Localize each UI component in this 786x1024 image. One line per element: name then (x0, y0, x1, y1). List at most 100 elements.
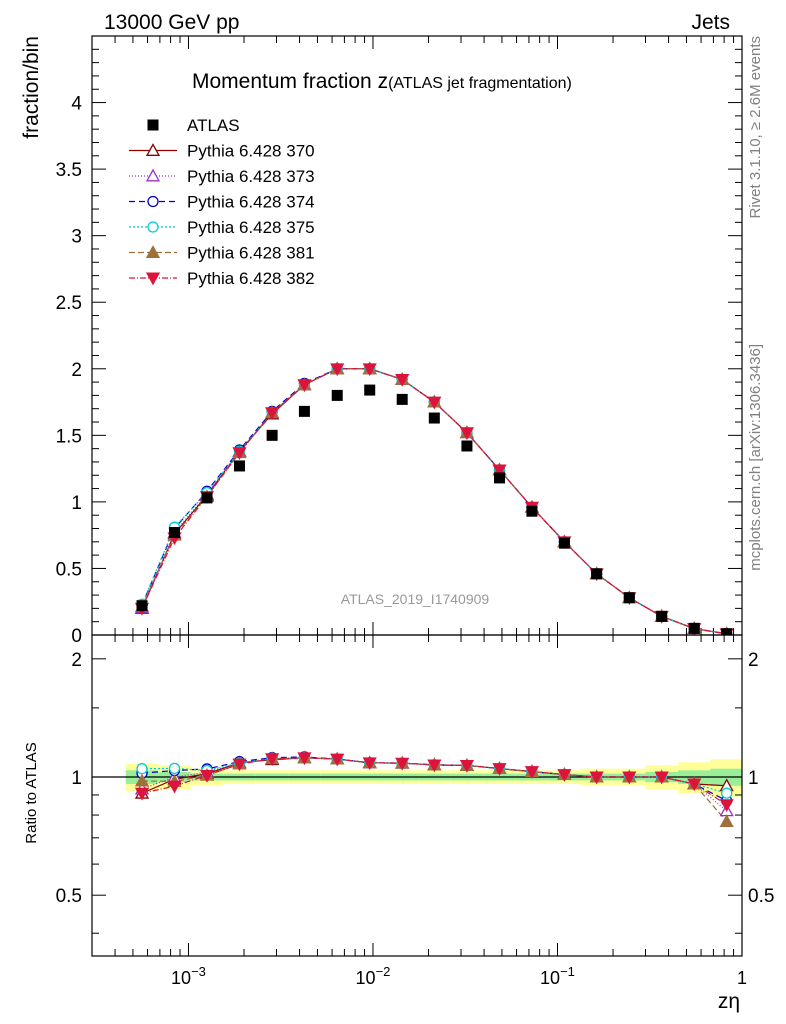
atlas-data-point (688, 622, 700, 634)
series-5-point (232, 447, 247, 460)
y-tick-label: 0 (71, 626, 82, 647)
legend-marker (147, 195, 159, 208)
rivet-version-label: Rivet 3.1.10, ≥ 2.6M events (747, 36, 764, 219)
mcplots-label: mcplots.cern.ch [arXiv:1306.3436] (747, 344, 764, 571)
series-5-ratio-point (719, 799, 734, 813)
legend-label: Pythia 6.428 381 (187, 244, 315, 263)
legend-item-series-2: Pythia 6.428 374 (129, 193, 315, 212)
atlas-data-point (266, 429, 278, 441)
y-tick-label: 2.5 (56, 293, 82, 314)
atlas-data-point (623, 592, 635, 604)
y-tick-label: 1 (71, 493, 82, 514)
legend-label: Pythia 6.428 370 (187, 142, 315, 161)
series-5-ratio-point (199, 769, 215, 783)
series-5-point (265, 407, 280, 421)
chart-title-main: Momentum fraction z(ATLAS jet fragmentat… (192, 70, 572, 93)
series-3-ratio-point (721, 787, 733, 799)
series-5-point (362, 363, 377, 377)
atlas-data-point (461, 440, 473, 452)
legend-marker (145, 168, 161, 182)
legend: ATLAS Pythia 6.428 370 Pythia 6.428 373 Pyt… (129, 116, 315, 288)
y-tick-label: 0.5 (56, 559, 82, 580)
atlas-data-point (298, 405, 310, 417)
ratio-y-tick-label: 1 (71, 768, 82, 789)
series-5-ratio-point (589, 771, 604, 785)
series-5-point (330, 363, 345, 377)
series-5-ratio-point (654, 771, 669, 785)
series-3-ratio-point (136, 763, 148, 775)
series-5-point (395, 373, 410, 387)
series-5-ratio-point (622, 771, 637, 785)
header-right: Jets (691, 11, 730, 34)
legend-item-series-4: Pythia 6.428 381 (129, 244, 315, 263)
series-4-ratio-point (134, 773, 150, 787)
x-tick-label-base: 10 (356, 968, 376, 988)
ratio-y-tick-label: 2 (71, 650, 82, 671)
legend-label: Pythia 6.428 374 (187, 193, 315, 212)
series-5-point (297, 379, 312, 393)
x-tick-label-exponent: −1 (560, 964, 575, 979)
y-tick-label: 1.5 (56, 426, 82, 447)
series-3-ratio-point (168, 762, 181, 775)
series-5-ratio-point (232, 758, 247, 772)
series-5-point (459, 427, 475, 441)
series-5-ratio-point (330, 753, 345, 767)
series-5-point (492, 464, 507, 478)
atlas-data-point (396, 393, 408, 405)
legend-label: Pythia 6.428 375 (187, 218, 315, 237)
legend-item-series-0: Pythia 6.428 370 (129, 142, 315, 161)
legend-marker (145, 272, 161, 286)
series-5-ratio-point (167, 780, 182, 794)
series-5-ratio-point (134, 787, 150, 801)
ratio-y-axis-label: Ratio to ATLAS (23, 742, 40, 843)
series-5-ratio-point (687, 778, 702, 792)
legend-marker-atlas (147, 119, 159, 131)
ratio-y-tick-label-right: 0.5 (748, 886, 774, 907)
legend-label: Pythia 6.428 373 (187, 167, 315, 186)
series-5-point (427, 396, 442, 410)
atlas-data-point (721, 628, 733, 635)
atlas-data-point (364, 384, 376, 396)
ratio-y-tick-label-right: 2 (748, 650, 759, 671)
x-tick-label-base: 10 (540, 968, 560, 988)
y-tick-label: 4 (71, 94, 82, 115)
x-tick-label: 10−1 (540, 964, 575, 988)
atlas-data-point (591, 568, 603, 580)
y-tick-label: 2 (71, 360, 82, 381)
y-tick-label: 3 (71, 227, 82, 248)
x-axis-label: zη (718, 990, 740, 1013)
legend-marker (147, 221, 159, 233)
analysis-label: ATLAS_2019_I1740909 (341, 591, 490, 607)
atlas-data-point (428, 412, 440, 424)
atlas-data-point (233, 460, 245, 472)
series-5-ratio-point (297, 752, 312, 766)
series-5-ratio-point (395, 757, 410, 771)
atlas-data-point (169, 527, 181, 539)
legend-item-series-3: Pythia 6.428 375 (129, 218, 315, 237)
ratio-y-tick-label: 0.5 (56, 886, 82, 907)
series-5-ratio-point (557, 769, 572, 782)
header-left: 13000 GeV pp (104, 11, 239, 34)
ratio-y-tick-label-right: 1 (748, 768, 759, 789)
x-tick-label-exponent: −3 (191, 964, 206, 979)
atlas-data-point (526, 505, 538, 517)
ratio-frame (91, 634, 743, 957)
chart-title-text: Momentum fraction z (192, 70, 388, 93)
legend-label-atlas: ATLAS (187, 116, 240, 135)
series-5-ratio-point (524, 766, 540, 779)
x-tick-label-exponent: −2 (376, 964, 391, 979)
ratio-panel: 10−3 10−2 10−1 10.5 0.51 12 2 (56, 634, 774, 988)
atlas-data-point (558, 537, 570, 549)
atlas-data-point (331, 389, 343, 401)
x-tick-label-base: 10 (171, 968, 191, 988)
series-5-ratio-point (492, 763, 507, 776)
y-axis-label: fraction/bin (20, 36, 43, 139)
series-5-ratio-point (459, 759, 475, 773)
main-panel: 0 0.5 1 1.5 2 2.5 3 3.5 4 (56, 35, 743, 647)
atlas-data-point (656, 610, 668, 622)
legend-label: Pythia 6.428 382 (187, 269, 315, 288)
atlas-data-point (494, 472, 506, 484)
atlas-data-point (136, 600, 148, 612)
x-tick-label-base: 1 (737, 968, 747, 988)
